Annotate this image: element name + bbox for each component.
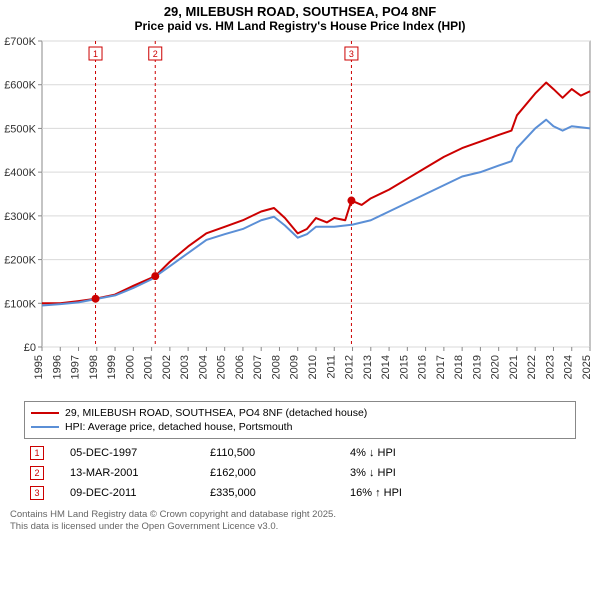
x-tick-label: 2008 [270,355,282,379]
x-tick-label: 2000 [124,355,136,379]
x-tick-label: 2010 [307,355,319,379]
y-tick-label: £0 [24,342,36,354]
chart-title: 29, MILEBUSH ROAD, SOUTHSEA, PO4 8NF [0,0,600,19]
x-tick-label: 2019 [471,355,483,379]
y-tick-label: £700K [4,36,36,48]
y-tick-label: £400K [4,167,36,179]
x-tick-label: 2007 [252,355,264,379]
footer-line2: This data is licensed under the Open Gov… [10,521,590,533]
svg-text:1: 1 [93,49,98,59]
x-tick-label: 2025 [581,355,593,379]
x-tick-label: 2017 [435,355,447,379]
x-tick-label: 2024 [563,355,575,379]
x-tick-label: 2005 [216,355,228,379]
x-tick-label: 2004 [197,355,209,379]
x-tick-label: 2022 [526,355,538,379]
legend-label: HPI: Average price, detached house, Port… [65,421,292,433]
x-tick-label: 2006 [234,355,246,379]
x-tick-label: 2013 [362,355,374,379]
event-row: 3 09-DEC-2011£335,00016% ↑ HPI [24,483,576,503]
event-marker: 2 [30,466,44,480]
events-table: 1 05-DEC-1997£110,5004% ↓ HPI 2 13-MAR-2001… [24,443,576,503]
y-tick-label: £300K [4,211,36,223]
x-tick-label: 1997 [70,355,82,379]
event-price: £162,000 [204,463,344,483]
x-tick-label: 2011 [325,355,337,379]
legend-swatch [31,412,59,414]
chart-subtitle: Price paid vs. HM Land Registry's House … [0,19,600,35]
event-date: 05-DEC-1997 [64,443,204,463]
legend-swatch [31,426,59,428]
svg-text:2: 2 [153,49,158,59]
legend-item: HPI: Average price, detached house, Port… [31,420,569,434]
event-delta: 16% ↑ HPI [344,483,576,503]
x-tick-label: 2018 [453,355,465,379]
legend-item: 29, MILEBUSH ROAD, SOUTHSEA, PO4 8NF (de… [31,406,569,420]
event-price: £335,000 [204,483,344,503]
footer-line1: Contains HM Land Registry data © Crown c… [10,509,590,521]
chart-svg: £0 £100K £200K £300K £400K £500K £600K £700K 199… [0,35,600,395]
footer: Contains HM Land Registry data © Crown c… [0,505,600,534]
x-tick-label: 1995 [33,355,45,379]
x-tick-label: 2023 [544,355,556,379]
x-tick-label: 2002 [161,355,173,379]
x-tick-label: 1999 [106,355,118,379]
event-marker: 1 [30,446,44,460]
chart-area: £0 £100K £200K £300K £400K £500K £600K £700K 199… [0,35,600,395]
event-date: 13-MAR-2001 [64,463,204,483]
x-tick-label: 1998 [88,355,100,379]
x-tick-label: 2012 [344,355,356,379]
event-delta: 3% ↓ HPI [344,463,576,483]
event-marker: 3 [30,486,44,500]
x-tick-label: 1996 [51,355,63,379]
x-tick-label: 2009 [289,355,301,379]
y-tick-label: £600K [4,80,36,92]
legend-label: 29, MILEBUSH ROAD, SOUTHSEA, PO4 8NF (de… [65,407,367,419]
y-tick-label: £500K [4,123,36,135]
y-tick-label: £200K [4,255,36,267]
event-date: 09-DEC-2011 [64,483,204,503]
event-price: £110,500 [204,443,344,463]
legend: 29, MILEBUSH ROAD, SOUTHSEA, PO4 8NF (de… [24,401,576,439]
x-tick-label: 2015 [398,355,410,379]
x-tick-label: 2020 [490,355,502,379]
x-tick-label: 2016 [417,355,429,379]
x-tick-label: 2014 [380,355,392,379]
event-row: 1 05-DEC-1997£110,5004% ↓ HPI [24,443,576,463]
event-row: 2 13-MAR-2001£162,0003% ↓ HPI [24,463,576,483]
x-tick-label: 2021 [508,355,520,379]
y-tick-label: £100K [4,298,36,310]
x-tick-label: 2003 [179,355,191,379]
event-delta: 4% ↓ HPI [344,443,576,463]
svg-text:3: 3 [349,49,354,59]
x-tick-label: 2001 [143,355,155,379]
